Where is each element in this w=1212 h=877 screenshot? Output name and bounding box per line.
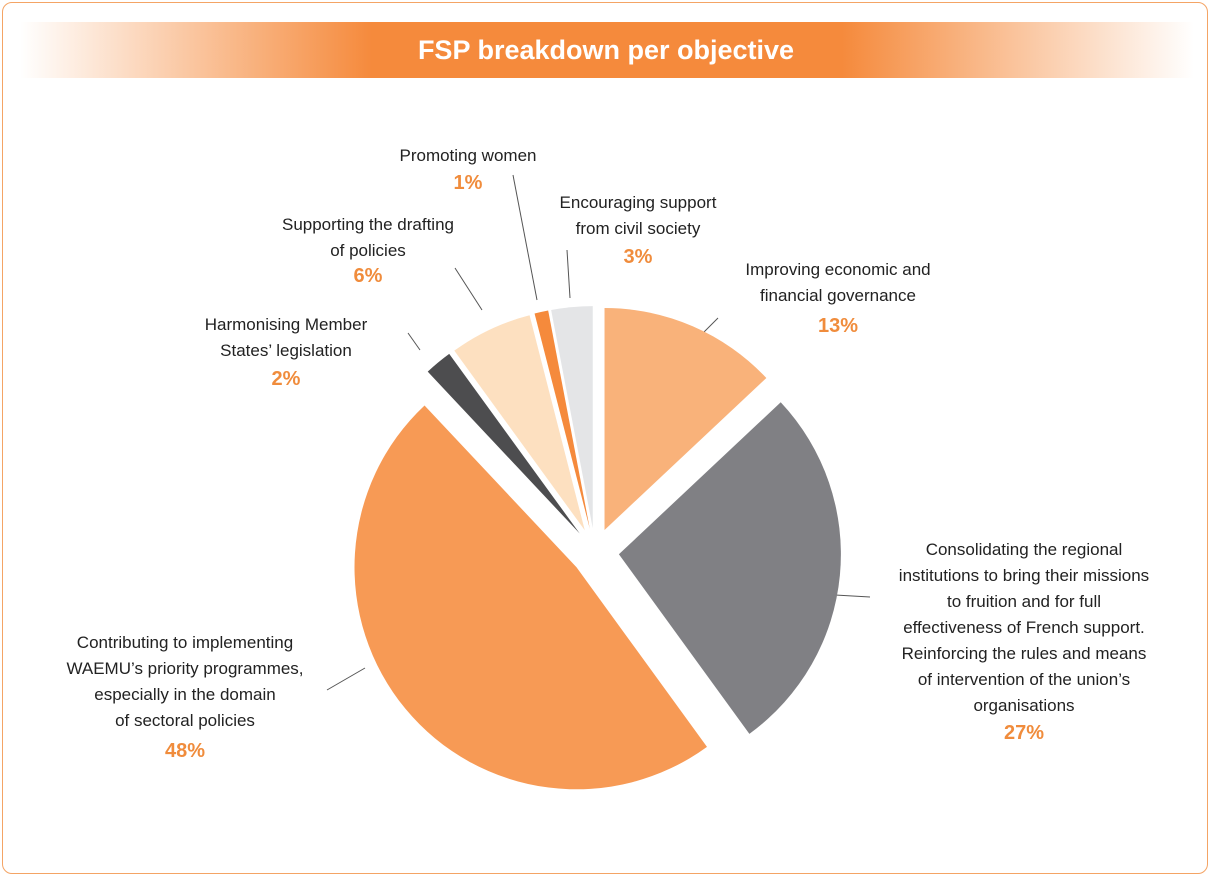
pie-slice: [551, 306, 593, 529]
slice-label: Harmonising Member States’ legislation: [204, 315, 368, 360]
pie-slice: [534, 310, 590, 529]
pie-slice: [618, 402, 841, 734]
pie-slice: [454, 315, 585, 531]
leader-line: [454, 267, 483, 311]
slice-label: Encouraging support from civil society: [559, 193, 717, 238]
value-label: 48%: [164, 740, 206, 762]
value-label: 3%: [623, 246, 653, 268]
value-label: 27%: [1003, 722, 1045, 744]
slice-label: Contributing to implementing WAEMU’s pri…: [66, 633, 304, 730]
pie-slice: [427, 353, 580, 534]
chart-title: FSP breakdown per objective: [417, 35, 795, 65]
pie-slice: [354, 405, 707, 790]
value-label: 1%: [453, 172, 483, 194]
slice-label: Consolidating the regional institutions …: [898, 540, 1150, 715]
leader-line: [326, 667, 366, 691]
leader-line: [407, 332, 421, 351]
title-band: [20, 22, 1194, 78]
pie-slice: [604, 307, 767, 530]
value-label: 2%: [271, 368, 301, 390]
leader-line: [834, 594, 871, 598]
slice-label: Supporting the drafting of policies: [281, 215, 454, 260]
value-label: 6%: [353, 265, 383, 287]
slice-label: Promoting women: [399, 146, 537, 165]
leader-line: [512, 174, 538, 301]
slice-label: Improving economic and financial governa…: [745, 260, 931, 305]
value-label: 13%: [817, 315, 859, 337]
leader-line: [566, 249, 571, 299]
leader-line: [703, 317, 719, 333]
